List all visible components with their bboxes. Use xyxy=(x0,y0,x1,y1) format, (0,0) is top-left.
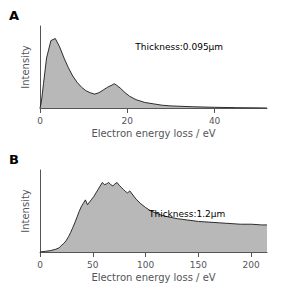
svg-text:A: A xyxy=(9,8,19,23)
svg-text:Intensity: Intensity xyxy=(20,189,31,233)
svg-text:200: 200 xyxy=(243,260,260,270)
svg-text:50: 50 xyxy=(87,260,99,270)
svg-text:Intensity: Intensity xyxy=(20,45,31,89)
svg-text:0: 0 xyxy=(37,116,43,126)
svg-text:40: 40 xyxy=(209,116,221,126)
svg-text:Electron energy loss / eV: Electron energy loss / eV xyxy=(91,272,215,283)
svg-text:Thickness:0.095μm: Thickness:0.095μm xyxy=(134,42,223,52)
svg-text:Electron energy loss / eV: Electron energy loss / eV xyxy=(91,128,215,139)
svg-text:100: 100 xyxy=(137,260,154,270)
svg-text:20: 20 xyxy=(122,116,134,126)
svg-text:B: B xyxy=(9,152,19,167)
svg-text:150: 150 xyxy=(190,260,207,270)
svg-text:Thickness:1.2μm: Thickness:1.2μm xyxy=(148,209,225,219)
svg-text:0: 0 xyxy=(37,260,43,270)
